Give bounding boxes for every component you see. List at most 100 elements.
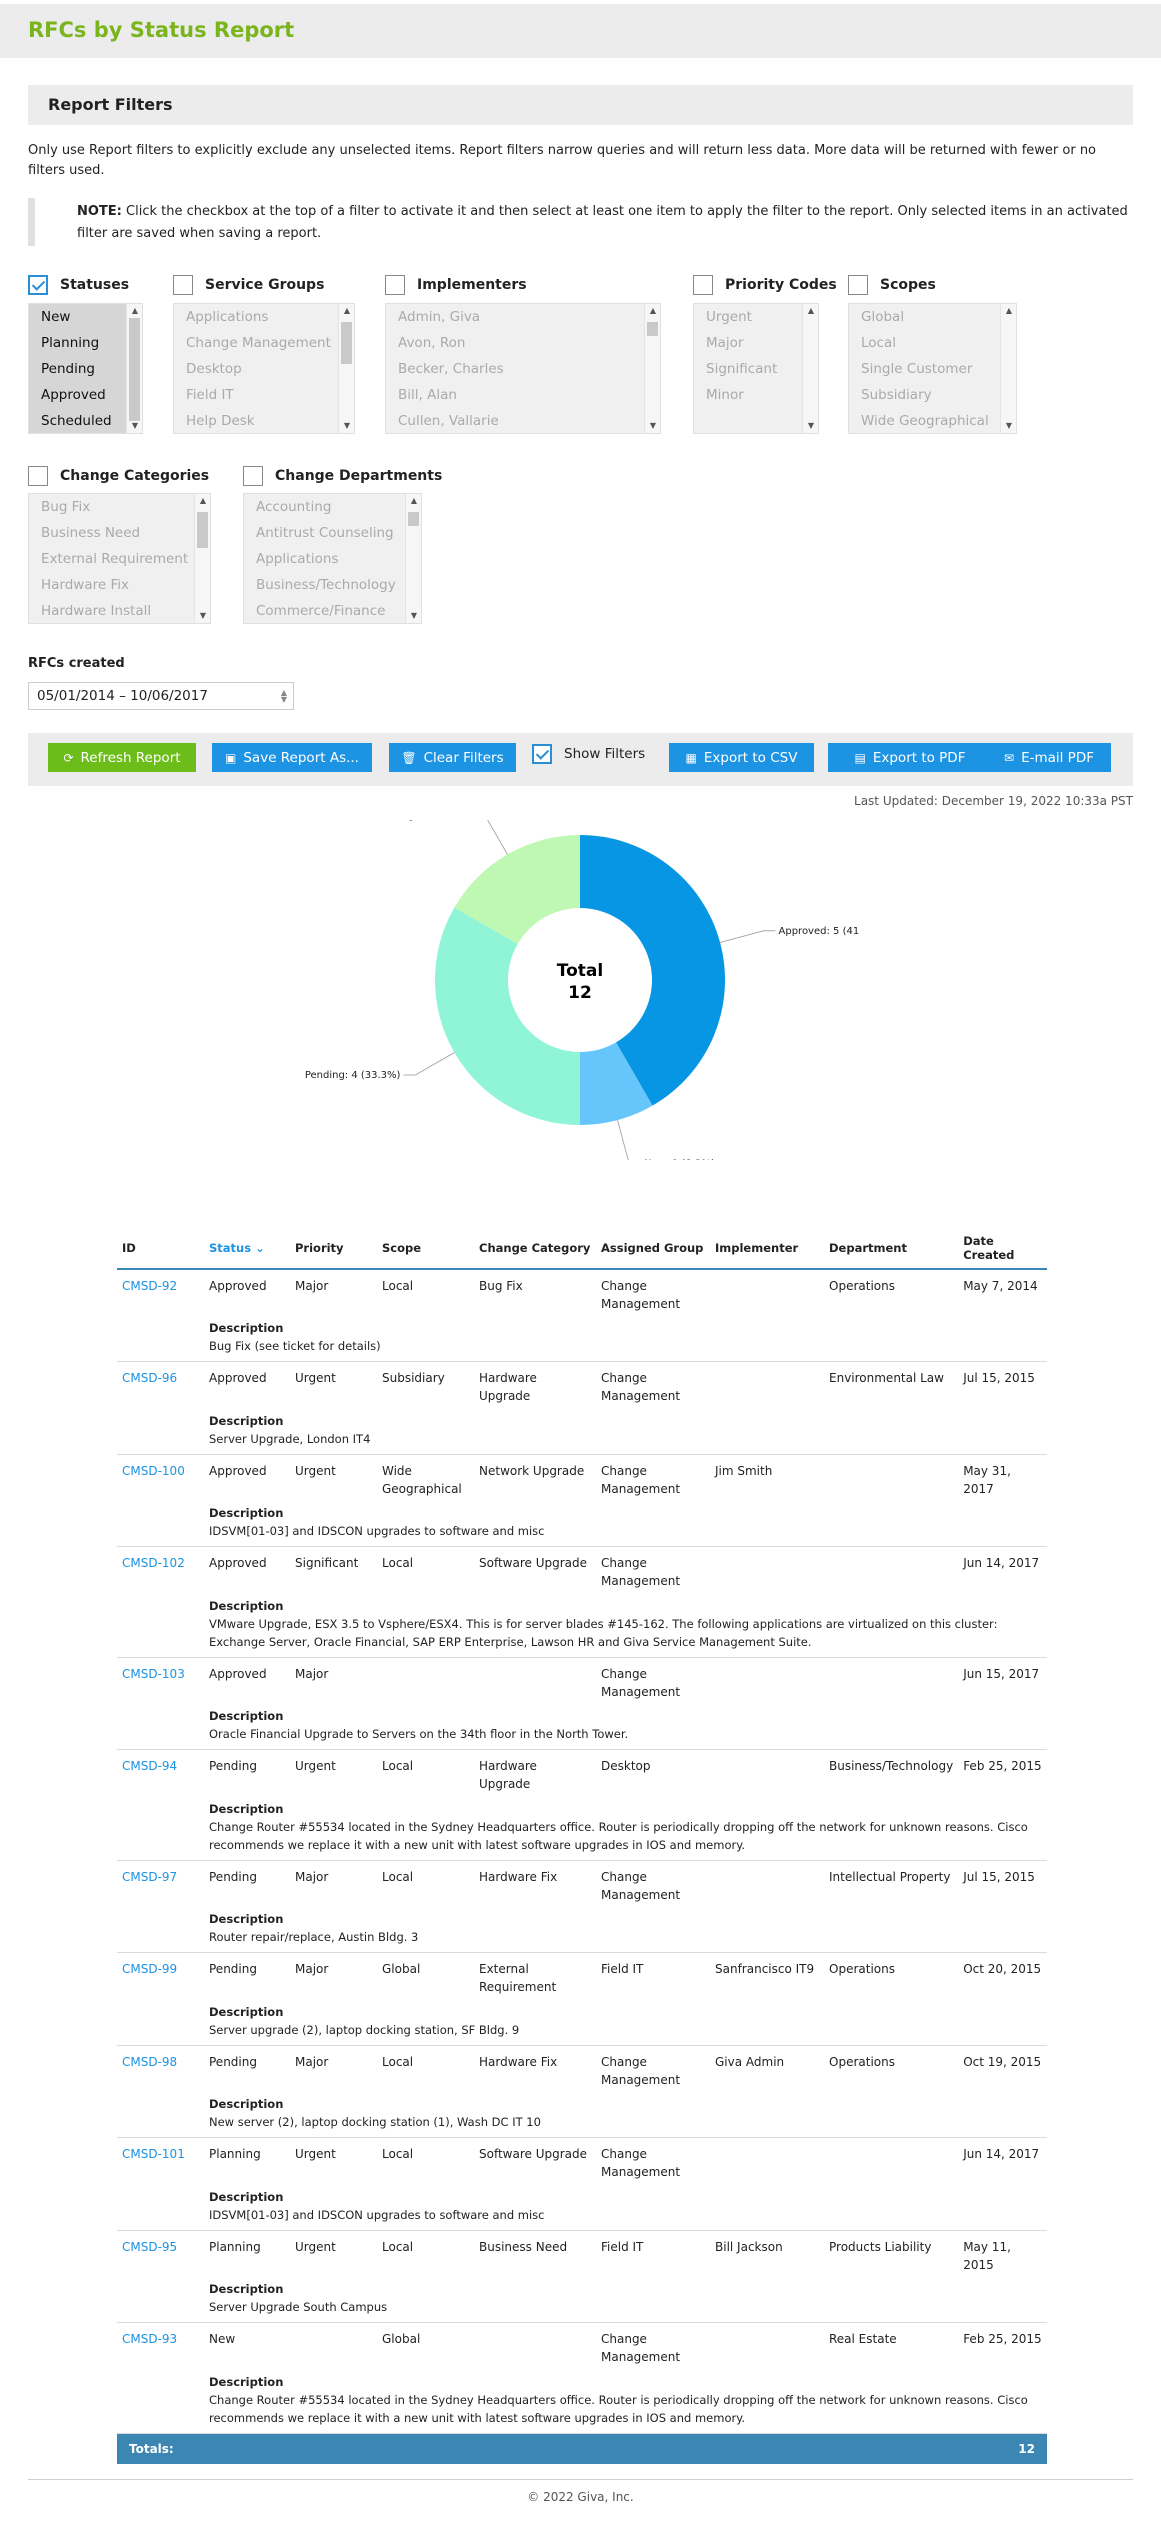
change-departments-checkbox[interactable]: [243, 466, 263, 486]
change-categories-scrollbar[interactable]: ▲ ▼: [194, 494, 210, 623]
scroll-up-icon[interactable]: ▲: [131, 306, 139, 315]
priority-codes-listbox[interactable]: Urgent Major Significant Minor ▲ ▼: [693, 303, 819, 434]
export-pdf-button[interactable]: ▤ Export to PDF: [828, 743, 992, 772]
rfcs-created-date-range-input[interactable]: 05/01/2014 – 10/06/2017 ▲ ▼: [28, 682, 294, 710]
implementers-checkbox[interactable]: [385, 275, 405, 295]
table-row[interactable]: CMSD-94 Pending Urgent Local Hardware Upgrad…: [117, 1750, 1047, 1798]
scroll-down-icon[interactable]: ▼: [131, 421, 139, 430]
show-filters-checkbox[interactable]: [532, 744, 552, 764]
table-row[interactable]: CMSD-96 Approved Urgent Subsidiary Hardware …: [117, 1362, 1047, 1410]
table-row[interactable]: CMSD-101 Planning Urgent Local Software Upgr…: [117, 2138, 1047, 2186]
list-item[interactable]: Minor: [706, 387, 744, 403]
scroll-down-icon[interactable]: ▼: [649, 421, 657, 430]
column-header-priority[interactable]: Priority: [290, 1226, 377, 1270]
list-item[interactable]: Bill, Alan: [398, 387, 457, 403]
implementers-listbox[interactable]: Admin, Giva Avon, Ron Becker, Charles Bi…: [385, 303, 661, 434]
list-item[interactable]: Approved: [41, 387, 106, 403]
show-filters-toggle[interactable]: Show Filters: [532, 744, 645, 764]
list-item[interactable]: Business/Technology: [256, 577, 396, 593]
scroll-thumb[interactable]: [129, 318, 140, 421]
donut-slice-approved[interactable]: [580, 835, 725, 1106]
priority-codes-scrollbar[interactable]: ▲ ▼: [802, 304, 818, 433]
list-item[interactable]: Commerce/Finance: [256, 603, 386, 619]
donut-slice-new[interactable]: [580, 1042, 653, 1125]
rfc-id-link[interactable]: CMSD-98: [122, 2054, 178, 2069]
table-row[interactable]: CMSD-97 Pending Major Local Hardware Fix Chan…: [117, 1860, 1047, 1908]
scroll-up-icon[interactable]: ▲: [199, 496, 207, 505]
scroll-thumb[interactable]: [647, 322, 658, 336]
scroll-down-icon[interactable]: ▼: [1005, 421, 1013, 430]
table-row[interactable]: CMSD-98 Pending Major Local Hardware Fix Chan…: [117, 2045, 1047, 2093]
list-item[interactable]: Global: [861, 309, 905, 325]
scroll-up-icon[interactable]: ▲: [807, 306, 815, 315]
rfc-id-link[interactable]: CMSD-101: [122, 2147, 185, 2161]
list-item[interactable]: Pending: [41, 361, 95, 377]
scroll-thumb[interactable]: [408, 512, 419, 526]
export-csv-button[interactable]: ▦ Export to CSV: [669, 743, 814, 772]
list-item[interactable]: Bug Fix: [41, 499, 91, 515]
scopes-checkbox[interactable]: [848, 275, 868, 295]
service-groups-scrollbar[interactable]: ▲ ▼: [338, 304, 354, 433]
column-header-status[interactable]: Status ⌄: [204, 1226, 290, 1270]
scroll-down-icon[interactable]: ▼: [199, 611, 207, 620]
list-item[interactable]: Applications: [256, 551, 339, 567]
list-item[interactable]: Subsidiary: [861, 387, 932, 403]
list-item[interactable]: Urgent: [706, 309, 752, 325]
change-categories-checkbox[interactable]: [28, 466, 48, 486]
column-header-implementer[interactable]: Implementer: [710, 1226, 824, 1270]
rfc-id-link[interactable]: CMSD-97: [122, 1869, 178, 1884]
list-item[interactable]: Admin, Giva: [398, 309, 481, 325]
list-item[interactable]: Local: [861, 335, 896, 351]
email-pdf-button[interactable]: ✉ E-mail PDF: [987, 743, 1111, 772]
spinner-icon[interactable]: ▲ ▼: [280, 688, 287, 704]
list-item[interactable]: Single Customer: [861, 361, 973, 377]
statuses-scrollbar[interactable]: ▲ ▼: [126, 304, 142, 433]
save-report-as-button[interactable]: ▣ Save Report As...: [212, 743, 372, 772]
list-item[interactable]: Avon, Ron: [398, 335, 466, 351]
rfc-id-link[interactable]: CMSD-95: [122, 2239, 178, 2254]
scroll-down-icon[interactable]: ▼: [343, 421, 351, 430]
statuses-listbox[interactable]: New Planning Pending Approved Scheduled …: [28, 303, 143, 434]
list-item[interactable]: External Requirement: [41, 551, 189, 567]
scroll-up-icon[interactable]: ▲: [649, 306, 657, 315]
list-item[interactable]: Major: [706, 335, 744, 351]
scopes-scrollbar[interactable]: ▲ ▼: [1000, 304, 1016, 433]
list-item[interactable]: Help Desk: [186, 413, 255, 429]
rfc-id-link[interactable]: CMSD-96: [122, 1371, 178, 1385]
change-departments-scrollbar[interactable]: ▲ ▼: [405, 494, 421, 623]
rfc-id-link[interactable]: CMSD-103: [122, 1666, 185, 1681]
table-row[interactable]: CMSD-102 Approved Significant Local Software…: [117, 1547, 1047, 1595]
table-row[interactable]: CMSD-103 Approved Major Change Management Ju…: [117, 1657, 1047, 1705]
table-row[interactable]: CMSD-99 Pending Major Global External Requir…: [117, 1953, 1047, 2001]
column-header-id[interactable]: ID: [117, 1226, 204, 1270]
donut-slice-planning[interactable]: [454, 835, 580, 944]
rfc-id-link[interactable]: CMSD-94: [122, 1759, 178, 1773]
rfc-id-link[interactable]: CMSD-93: [122, 2332, 178, 2346]
rfc-id-link[interactable]: CMSD-99: [122, 1962, 178, 1976]
column-header-change-category[interactable]: Change Category: [474, 1226, 596, 1270]
scopes-listbox[interactable]: Global Local Single Customer Subsidiary …: [848, 303, 1017, 434]
refresh-report-button[interactable]: ⟳ Refresh Report: [48, 743, 196, 772]
list-item[interactable]: Change Management: [186, 335, 331, 351]
list-item[interactable]: New: [41, 309, 71, 325]
list-item[interactable]: Applications: [186, 309, 269, 325]
table-row[interactable]: CMSD-92 Approved Major Local Bug Fix Change M…: [117, 1269, 1047, 1317]
service-groups-listbox[interactable]: Applications Change Management Desktop F…: [173, 303, 355, 434]
scroll-up-icon[interactable]: ▲: [343, 306, 351, 315]
scroll-up-icon[interactable]: ▲: [1005, 306, 1013, 315]
scroll-down-icon[interactable]: ▼: [410, 611, 418, 620]
list-item[interactable]: Scheduled: [41, 413, 112, 429]
list-item[interactable]: Planning: [41, 335, 100, 351]
table-row[interactable]: CMSD-95 Planning Urgent Local Business Need F…: [117, 2230, 1047, 2278]
list-item[interactable]: Hardware Install: [41, 603, 152, 619]
list-item[interactable]: Cullen, Vallarie: [398, 413, 499, 429]
list-item[interactable]: Business Need: [41, 525, 141, 541]
change-categories-listbox[interactable]: Bug Fix Business Need External Requireme…: [28, 493, 211, 624]
list-item[interactable]: Wide Geographical: [861, 413, 989, 429]
implementers-scrollbar[interactable]: ▲ ▼: [644, 304, 660, 433]
donut-slice-pending[interactable]: [435, 907, 580, 1126]
rfc-id-link[interactable]: CMSD-92: [122, 1279, 178, 1293]
priority-codes-checkbox[interactable]: [693, 275, 713, 295]
column-header-department[interactable]: Department: [824, 1226, 959, 1270]
change-departments-listbox[interactable]: Accounting Antitrust Counseling Applicat…: [243, 493, 422, 624]
